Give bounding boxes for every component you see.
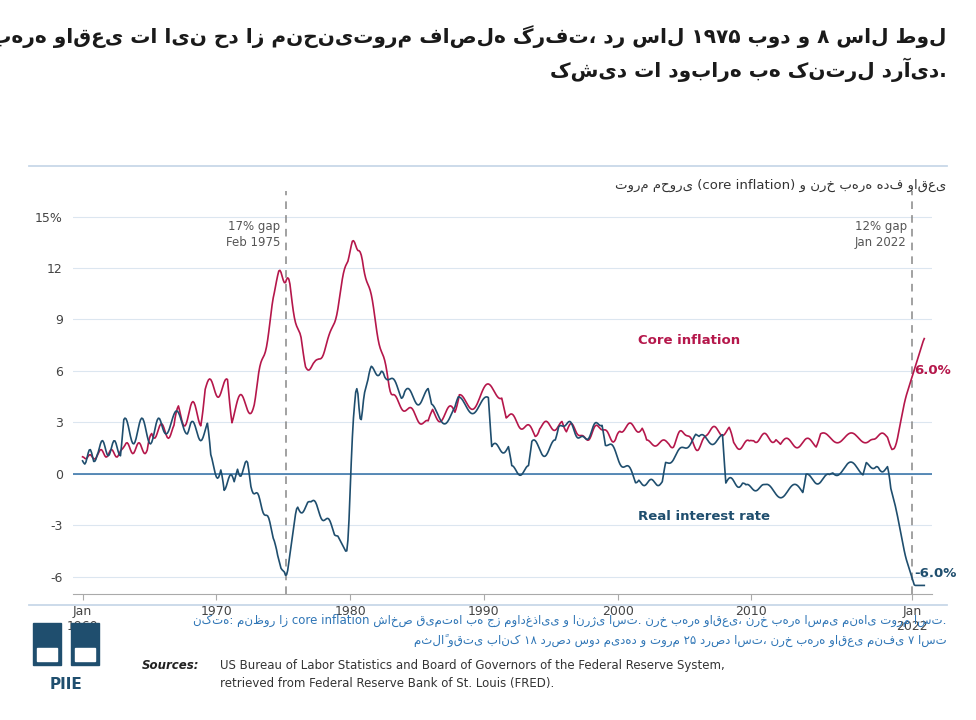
FancyBboxPatch shape <box>71 624 99 665</box>
FancyBboxPatch shape <box>74 648 96 661</box>
FancyBboxPatch shape <box>37 648 57 661</box>
FancyBboxPatch shape <box>33 624 61 665</box>
Text: مثلاً وقتی بانک ۱۸ درصد سود می‌دهد و تورم ۲۵ درصد است، نرخ بهره واقعی منفی ۷ است: مثلاً وقتی بانک ۱۸ درصد سود می‌دهد و تور… <box>414 635 947 648</box>
Text: 17% gap
Feb 1975: 17% gap Feb 1975 <box>225 220 280 249</box>
Text: بار پیشین که نرخ بهره واقعی تا این حد از منحنی‌تورم فاصله گرفت، در سال ۱۹۷۵ بود : بار پیشین که نرخ بهره واقعی تا این حد از… <box>0 25 947 48</box>
Text: retrieved from Federal Reserve Bank of St. Louis (FRED).: retrieved from Federal Reserve Bank of S… <box>220 677 553 690</box>
Text: Sources:: Sources: <box>142 659 199 672</box>
Text: 12% gap
Jan 2022: 12% gap Jan 2022 <box>855 220 907 249</box>
Text: Real interest rate: Real interest rate <box>637 510 770 523</box>
Text: کشید تا دوباره به کنترل درآید.: کشید تا دوباره به کنترل درآید. <box>549 58 947 82</box>
Text: -6.0%: -6.0% <box>914 567 956 580</box>
Text: تورم محوری (core inflation) و نرخ بهره هدف واقعی: تورم محوری (core inflation) و نرخ بهره ه… <box>616 179 947 192</box>
Text: PIIE: PIIE <box>50 677 82 692</box>
Text: US Bureau of Labor Statistics and Board of Governors of the Federal Reserve Syst: US Bureau of Labor Statistics and Board … <box>220 659 724 672</box>
Text: نکته: منظور از core inflation شاخص قیمتها به جز موادغذایی و انرژی است. نرخ بهره : نکته: منظور از core inflation شاخص قیمته… <box>193 613 947 626</box>
Text: Core inflation: Core inflation <box>637 333 740 346</box>
Text: 6.0%: 6.0% <box>914 364 951 377</box>
